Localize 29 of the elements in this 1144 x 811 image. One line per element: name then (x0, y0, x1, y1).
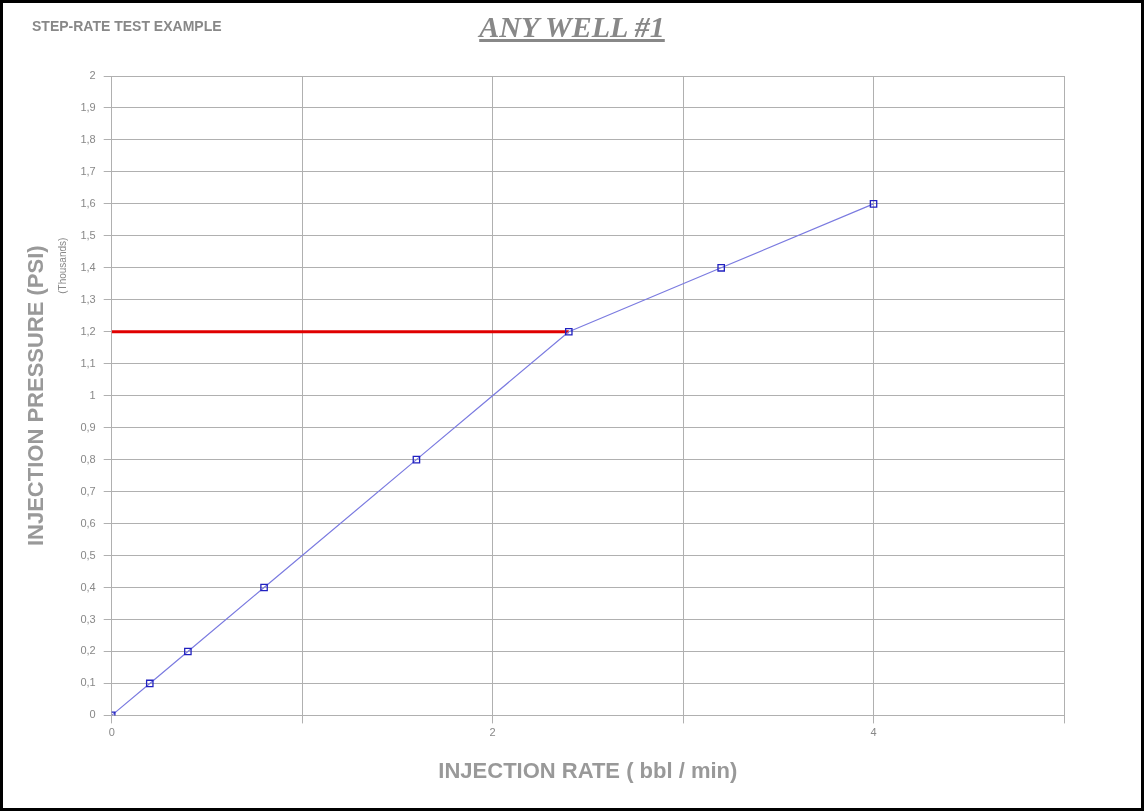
x-tick-label: 0 (108, 726, 115, 739)
text: (Thousands) (57, 237, 69, 294)
chart-subtitle: ANY WELL #1 (479, 10, 665, 43)
x-tick-label: 4 (870, 726, 877, 739)
y-tick-label: 0,2 (80, 644, 96, 657)
y-tick-label: 2 (89, 69, 96, 82)
y-tick-label: 0,3 (80, 612, 96, 625)
y-tick-label: 1,3 (80, 292, 96, 305)
y-tick-label: 0,7 (80, 484, 96, 497)
y-tick-label: 1,9 (80, 101, 96, 113)
y-tick-label: 1,1 (80, 356, 96, 369)
y-tick-label: 1 (89, 388, 96, 401)
chart-title: STEP-RATE TEST EXAMPLE (32, 18, 222, 34)
x-axis-title: INJECTION RATE ( bbl / min) (438, 757, 738, 783)
y-axis-title: INJECTION PRESSURE (PSI) (23, 245, 49, 547)
y-tick-label: 0,4 (80, 580, 96, 593)
x-tick-label: 2 (489, 726, 496, 739)
y-tick-label: 1,5 (80, 228, 96, 241)
y-tick-label: 0,6 (80, 516, 96, 529)
y-tick-label: 0,8 (80, 452, 96, 465)
y-tick-label: 1,4 (80, 260, 96, 273)
y-tick-label: 0,5 (80, 548, 96, 561)
y-tick-label: 1,6 (80, 196, 96, 209)
y-tick-label: 1,7 (80, 164, 96, 177)
y-tick-label: 0,1 (80, 676, 96, 689)
y-tick-label: 0,9 (80, 420, 96, 433)
y-tick-label: 1,2 (80, 324, 96, 337)
y-tick-label: 0 (89, 708, 96, 721)
y-tick-label: 1,8 (80, 132, 96, 145)
